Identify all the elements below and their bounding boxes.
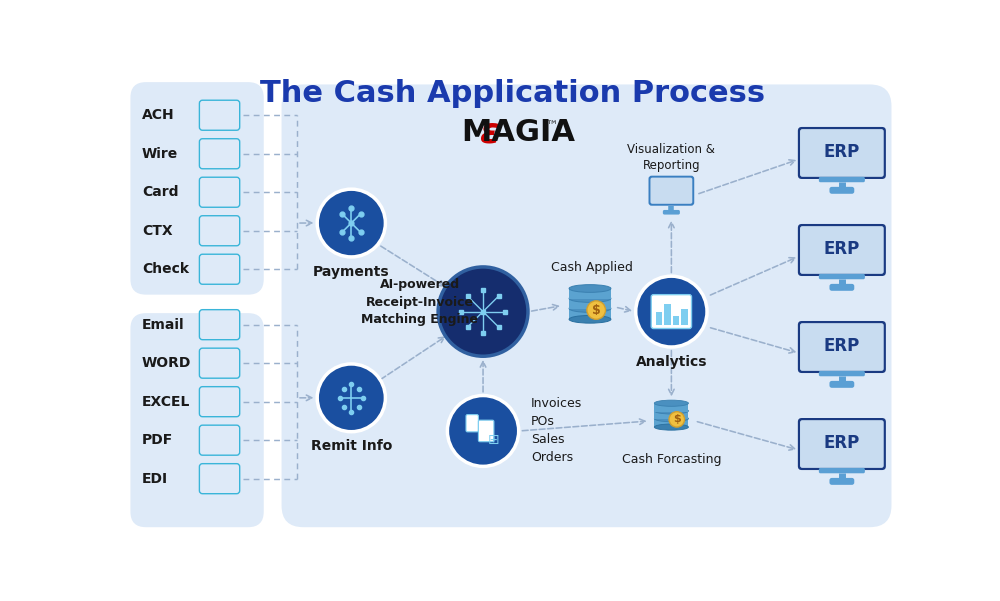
Text: PDF: PDF xyxy=(142,433,173,447)
FancyBboxPatch shape xyxy=(130,313,264,527)
FancyBboxPatch shape xyxy=(199,100,240,130)
Text: ACH: ACH xyxy=(142,108,175,122)
Ellipse shape xyxy=(654,415,688,422)
FancyBboxPatch shape xyxy=(654,404,688,412)
Ellipse shape xyxy=(569,285,611,292)
Bar xyxy=(664,304,671,326)
Circle shape xyxy=(317,189,385,257)
Circle shape xyxy=(317,364,385,432)
FancyBboxPatch shape xyxy=(649,175,694,206)
Text: WORD: WORD xyxy=(142,356,191,370)
FancyBboxPatch shape xyxy=(199,216,240,246)
FancyBboxPatch shape xyxy=(819,468,865,474)
FancyBboxPatch shape xyxy=(829,187,854,194)
Text: Check: Check xyxy=(142,262,189,276)
FancyBboxPatch shape xyxy=(569,299,611,310)
Text: ERP: ERP xyxy=(824,240,860,258)
Text: Card: Card xyxy=(142,185,179,200)
Text: AI-powered
Receipt-Invoice
Matching Engine: AI-powered Receipt-Invoice Matching Engi… xyxy=(361,278,478,326)
FancyBboxPatch shape xyxy=(569,310,611,319)
Ellipse shape xyxy=(654,400,688,406)
Bar xyxy=(673,316,679,326)
FancyBboxPatch shape xyxy=(654,412,688,419)
FancyBboxPatch shape xyxy=(800,420,884,468)
Ellipse shape xyxy=(654,424,688,430)
FancyBboxPatch shape xyxy=(199,463,240,493)
Circle shape xyxy=(636,276,707,347)
FancyBboxPatch shape xyxy=(282,84,891,527)
Text: Visualization &
Reporting: Visualization & Reporting xyxy=(627,143,715,172)
Text: ERP: ERP xyxy=(824,143,860,161)
Text: The Cash Application Process: The Cash Application Process xyxy=(260,79,765,108)
FancyBboxPatch shape xyxy=(800,226,884,274)
Text: EDI: EDI xyxy=(142,472,168,486)
Text: $: $ xyxy=(673,415,681,424)
Ellipse shape xyxy=(569,294,611,302)
FancyBboxPatch shape xyxy=(798,224,886,276)
FancyBboxPatch shape xyxy=(800,323,884,371)
Text: Remit Info: Remit Info xyxy=(311,439,392,453)
FancyBboxPatch shape xyxy=(829,381,854,388)
FancyBboxPatch shape xyxy=(829,284,854,291)
Text: CTX: CTX xyxy=(142,224,173,238)
Text: Wire: Wire xyxy=(142,147,178,160)
Text: Invoices
POs
Sales
Orders: Invoices POs Sales Orders xyxy=(531,397,582,465)
FancyBboxPatch shape xyxy=(800,129,884,177)
FancyBboxPatch shape xyxy=(130,82,264,294)
Text: ERP: ERP xyxy=(824,337,860,355)
Circle shape xyxy=(447,395,519,466)
Text: ERP: ERP xyxy=(824,435,860,453)
Text: Email: Email xyxy=(142,318,185,332)
FancyBboxPatch shape xyxy=(199,386,240,416)
FancyBboxPatch shape xyxy=(819,371,865,376)
Bar xyxy=(681,308,688,326)
Text: $: $ xyxy=(592,304,601,317)
Text: ™: ™ xyxy=(545,120,558,133)
FancyBboxPatch shape xyxy=(798,418,886,470)
Text: ε: ε xyxy=(479,115,499,149)
Ellipse shape xyxy=(569,305,611,313)
FancyBboxPatch shape xyxy=(651,294,692,329)
FancyBboxPatch shape xyxy=(819,177,865,182)
FancyBboxPatch shape xyxy=(798,127,886,179)
Text: EXCEL: EXCEL xyxy=(142,395,190,409)
Circle shape xyxy=(669,412,685,427)
FancyBboxPatch shape xyxy=(478,420,494,442)
Circle shape xyxy=(438,267,528,356)
FancyBboxPatch shape xyxy=(199,177,240,207)
FancyBboxPatch shape xyxy=(819,274,865,279)
Ellipse shape xyxy=(569,316,611,323)
FancyBboxPatch shape xyxy=(199,139,240,169)
FancyBboxPatch shape xyxy=(569,289,611,299)
Circle shape xyxy=(587,301,606,319)
Text: ⊞: ⊞ xyxy=(488,433,500,447)
Text: Payments: Payments xyxy=(313,264,390,278)
Text: Cash Applied: Cash Applied xyxy=(551,261,632,274)
Text: MAGIA: MAGIA xyxy=(462,118,576,147)
FancyBboxPatch shape xyxy=(199,425,240,455)
FancyBboxPatch shape xyxy=(199,310,240,340)
FancyBboxPatch shape xyxy=(650,178,692,204)
FancyBboxPatch shape xyxy=(654,419,688,427)
FancyBboxPatch shape xyxy=(798,321,886,373)
FancyBboxPatch shape xyxy=(466,415,478,432)
FancyBboxPatch shape xyxy=(829,478,854,485)
Bar xyxy=(656,311,662,326)
FancyBboxPatch shape xyxy=(663,210,680,215)
Text: Cash Forcasting: Cash Forcasting xyxy=(622,453,721,466)
Text: Analytics: Analytics xyxy=(636,355,707,368)
FancyBboxPatch shape xyxy=(199,348,240,378)
Ellipse shape xyxy=(654,408,688,414)
FancyBboxPatch shape xyxy=(199,254,240,284)
